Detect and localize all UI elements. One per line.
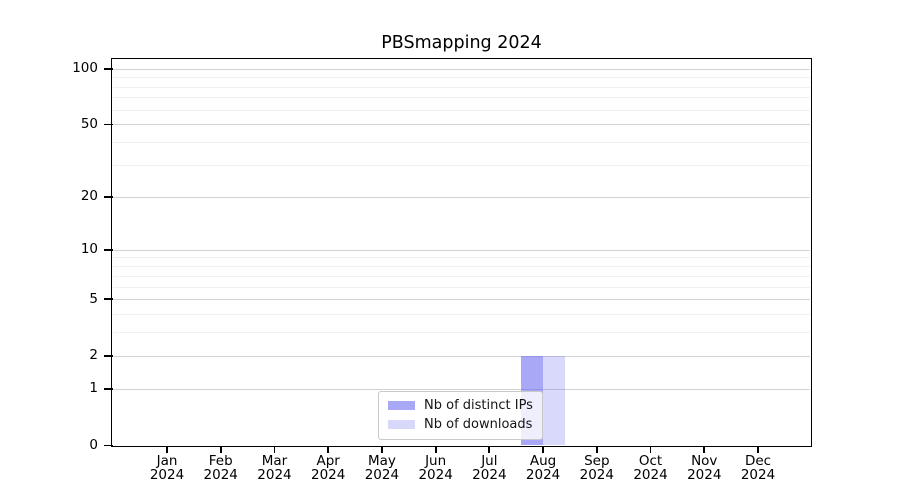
legend-swatch-distinct-ips-icon xyxy=(388,401,415,411)
x-tick-label-year: 2024 xyxy=(418,467,453,483)
bars-layer xyxy=(113,60,810,446)
x-tick-label-month: Apr xyxy=(316,452,340,469)
legend-item-distinct-ips: Nb of distinct IPs xyxy=(388,397,533,416)
y-tick-label: 100 xyxy=(72,60,98,77)
x-tick-label: Nov 2024 xyxy=(671,452,737,483)
x-tick-mark xyxy=(542,447,544,453)
x-tick-label-year: 2024 xyxy=(579,467,614,483)
x-tick-mark xyxy=(488,447,491,453)
minor-gridline xyxy=(113,142,810,144)
major-gridline xyxy=(113,68,810,70)
x-tick-mark xyxy=(649,447,652,453)
legend-label-distinct-ips: Nb of distinct IPs xyxy=(424,398,533,414)
legend-item-downloads: Nb of downloads xyxy=(388,415,533,434)
minor-gridline xyxy=(113,314,810,316)
x-tick-mark xyxy=(434,447,437,453)
minor-gridline xyxy=(113,86,810,88)
x-tick-label: Aug 2024 xyxy=(510,452,576,483)
y-tick-mark xyxy=(104,248,113,251)
x-tick-label-year: 2024 xyxy=(472,467,507,483)
y-tick-mark xyxy=(104,67,113,70)
x-tick-label-year: 2024 xyxy=(525,467,561,483)
major-gridline xyxy=(113,196,810,198)
y-tick-label: 5 xyxy=(89,290,98,307)
minor-gridline xyxy=(113,275,810,277)
minor-gridline xyxy=(113,109,810,111)
x-tick-label-year: 2024 xyxy=(257,467,292,483)
x-tick-label: Jun 2024 xyxy=(403,452,469,483)
x-tick-mark xyxy=(273,447,276,453)
x-tick-mark xyxy=(381,447,383,453)
x-tick-label-month: Jun xyxy=(425,452,447,469)
x-tick-label-year: 2024 xyxy=(740,467,776,483)
y-tick-label: 0 xyxy=(89,437,98,453)
minor-gridline xyxy=(113,286,810,288)
x-tick-label-month: Aug xyxy=(529,452,557,469)
x-tick-label: Feb 2024 xyxy=(188,452,254,483)
x-tick-label-month: Feb xyxy=(208,452,233,469)
x-tick-label: Jan 2024 xyxy=(134,452,200,483)
gridlines-layer xyxy=(113,60,810,446)
chart-title: PBSmapping 2024 xyxy=(381,33,542,53)
x-tick-label-year: 2024 xyxy=(633,467,668,483)
legend: Nb of distinct IPs Nb of downloads xyxy=(378,390,543,440)
x-tick-mark xyxy=(595,447,598,453)
x-tick-mark xyxy=(166,447,168,453)
y-tick-mark xyxy=(104,354,113,357)
x-tick-label-month: Jul xyxy=(481,452,498,469)
x-tick-label-year: 2024 xyxy=(203,467,238,483)
y-tick-label: 20 xyxy=(80,188,98,205)
x-tick-label-month: Dec xyxy=(744,452,772,469)
x-tick-mark xyxy=(219,447,222,453)
bar-nb-of-downloads-aug xyxy=(543,355,566,446)
minor-gridline xyxy=(113,165,810,167)
major-gridline xyxy=(113,355,810,357)
major-gridline xyxy=(113,388,810,390)
x-tick-label-month: Mar xyxy=(261,452,288,469)
y-tick-mark xyxy=(104,196,113,198)
y-tick-label: 10 xyxy=(80,241,98,258)
major-gridline xyxy=(113,124,810,126)
y-tick-mark xyxy=(104,444,113,447)
major-gridline xyxy=(113,249,810,251)
minor-gridline xyxy=(113,97,810,99)
x-tick-label-month: Nov xyxy=(691,452,718,469)
x-tick-label-year: 2024 xyxy=(310,467,346,483)
x-tick-label-month: Oct xyxy=(638,452,663,469)
minor-gridline xyxy=(113,77,810,79)
x-tick-label: Apr 2024 xyxy=(295,452,361,483)
x-tick-label-month: Sep xyxy=(584,452,610,469)
x-tick-label: Dec 2024 xyxy=(725,452,791,483)
x-tick-mark xyxy=(327,447,330,453)
x-tick-label: Sep 2024 xyxy=(564,452,630,483)
y-tick-label: 1 xyxy=(89,380,98,397)
x-tick-mark xyxy=(757,447,759,453)
x-tick-label: Oct 2024 xyxy=(618,452,684,483)
x-tick-mark xyxy=(703,447,706,453)
y-tick-mark xyxy=(104,388,113,390)
legend-swatch-downloads-icon xyxy=(388,419,415,429)
minor-gridline xyxy=(113,257,810,259)
x-tick-label-month: May xyxy=(367,452,396,469)
y-tick-label: 2 xyxy=(89,347,98,364)
y-tick-mark xyxy=(104,123,113,126)
y-tick-mark xyxy=(104,298,113,301)
x-tick-label-month: Jan xyxy=(156,452,178,469)
x-tick-label: May 2024 xyxy=(349,452,415,483)
minor-gridline xyxy=(113,266,810,268)
x-tick-label-year: 2024 xyxy=(149,467,185,483)
minor-gridline xyxy=(113,332,810,334)
legend-label-downloads: Nb of downloads xyxy=(424,416,533,432)
x-tick-label-year: 2024 xyxy=(364,467,400,483)
y-tick-label: 50 xyxy=(80,115,98,132)
x-tick-label-year: 2024 xyxy=(687,467,722,483)
x-tick-label: Jul 2024 xyxy=(456,452,522,483)
x-tick-label: Mar 2024 xyxy=(241,452,307,483)
major-gridline xyxy=(113,299,810,301)
plot-area: Nb of distinct IPs Nb of downloads xyxy=(111,57,812,448)
